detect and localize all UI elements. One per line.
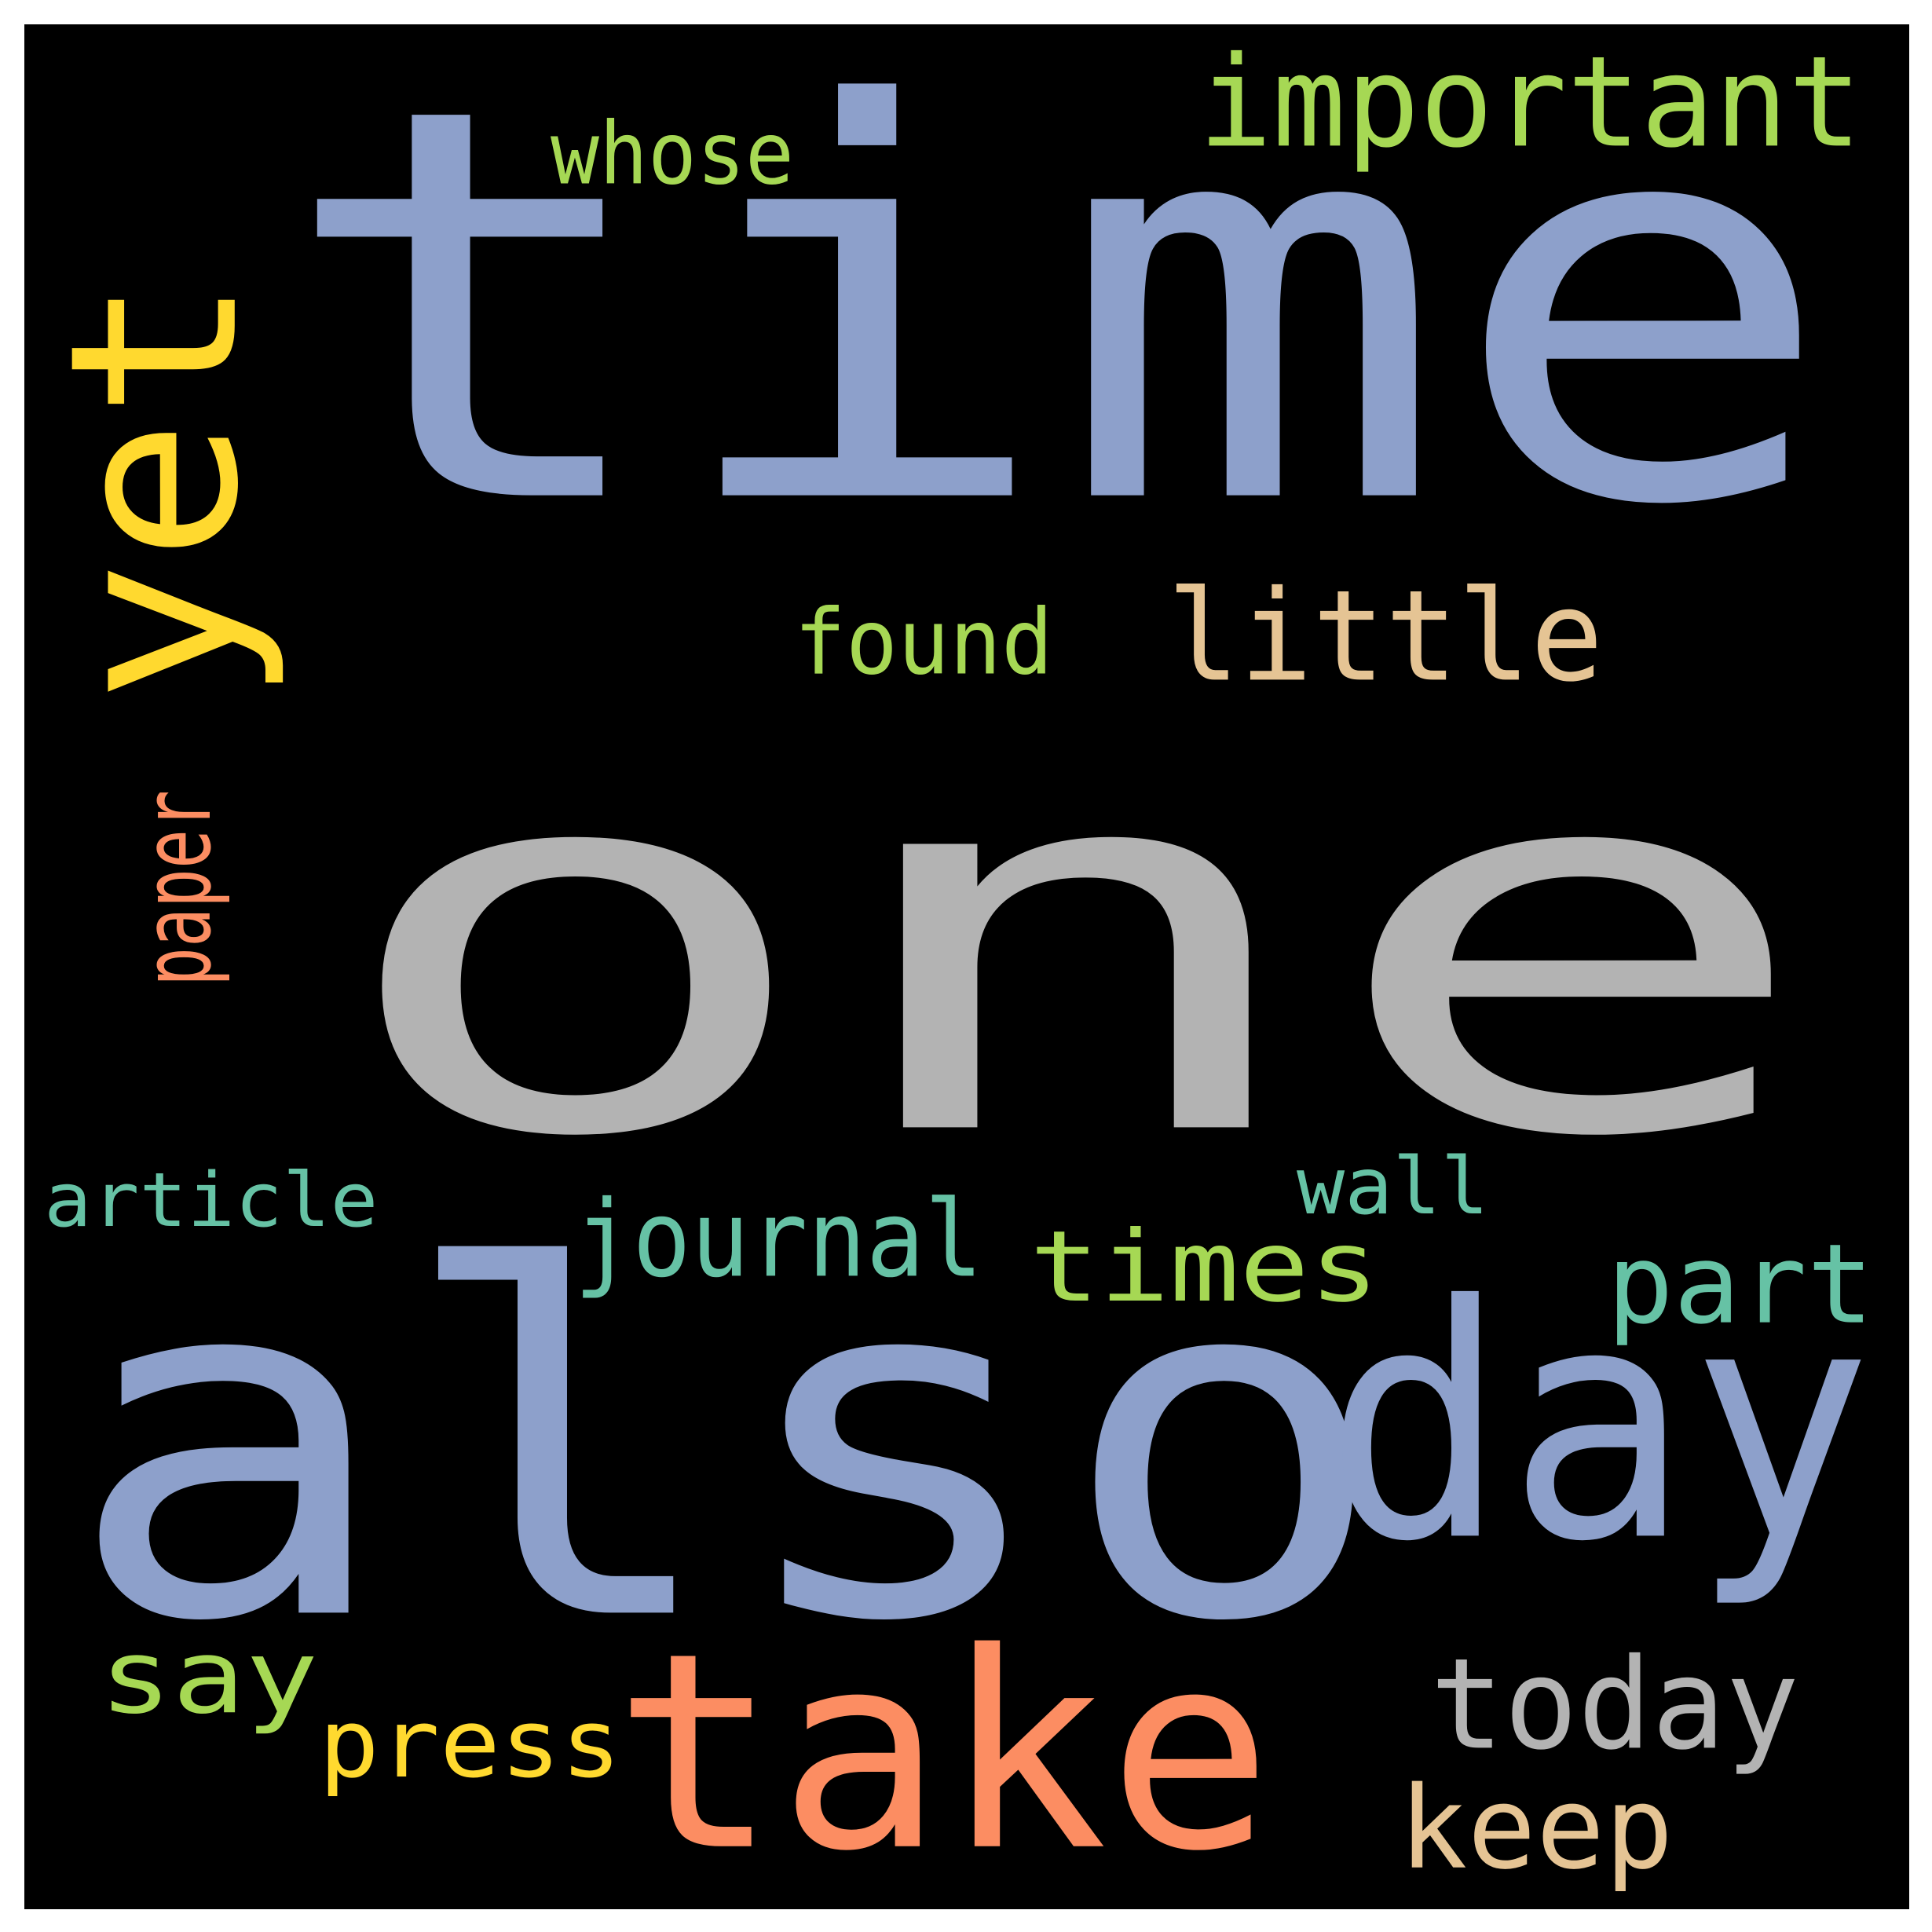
word-press: press [319, 1689, 622, 1799]
word-today: today [1430, 1630, 1800, 1778]
word-cloud-canvas: time one also day take yet important lit… [24, 24, 1909, 1909]
word-keep: keep [1399, 1761, 1674, 1895]
word-take: take [613, 1594, 1273, 1909]
word-yet: yet [24, 276, 291, 704]
word-whose: whose [551, 103, 795, 204]
word-say: say [99, 1617, 319, 1737]
word-article: article [44, 1156, 379, 1244]
word-day: day [1324, 1236, 1873, 1613]
word-part: part [1607, 1220, 1874, 1349]
word-wall: wall [1297, 1140, 1489, 1232]
word-paper: paper [122, 789, 232, 986]
word-times: times [1030, 1209, 1380, 1324]
word-time: time [276, 24, 1838, 626]
word-little: little [1167, 562, 1604, 710]
word-journal: journal [574, 1176, 983, 1301]
word-also: also [64, 1167, 1390, 1728]
word-found: found [794, 589, 1054, 696]
word-one: one [327, 645, 1820, 1252]
word-important: important [1198, 28, 1862, 176]
